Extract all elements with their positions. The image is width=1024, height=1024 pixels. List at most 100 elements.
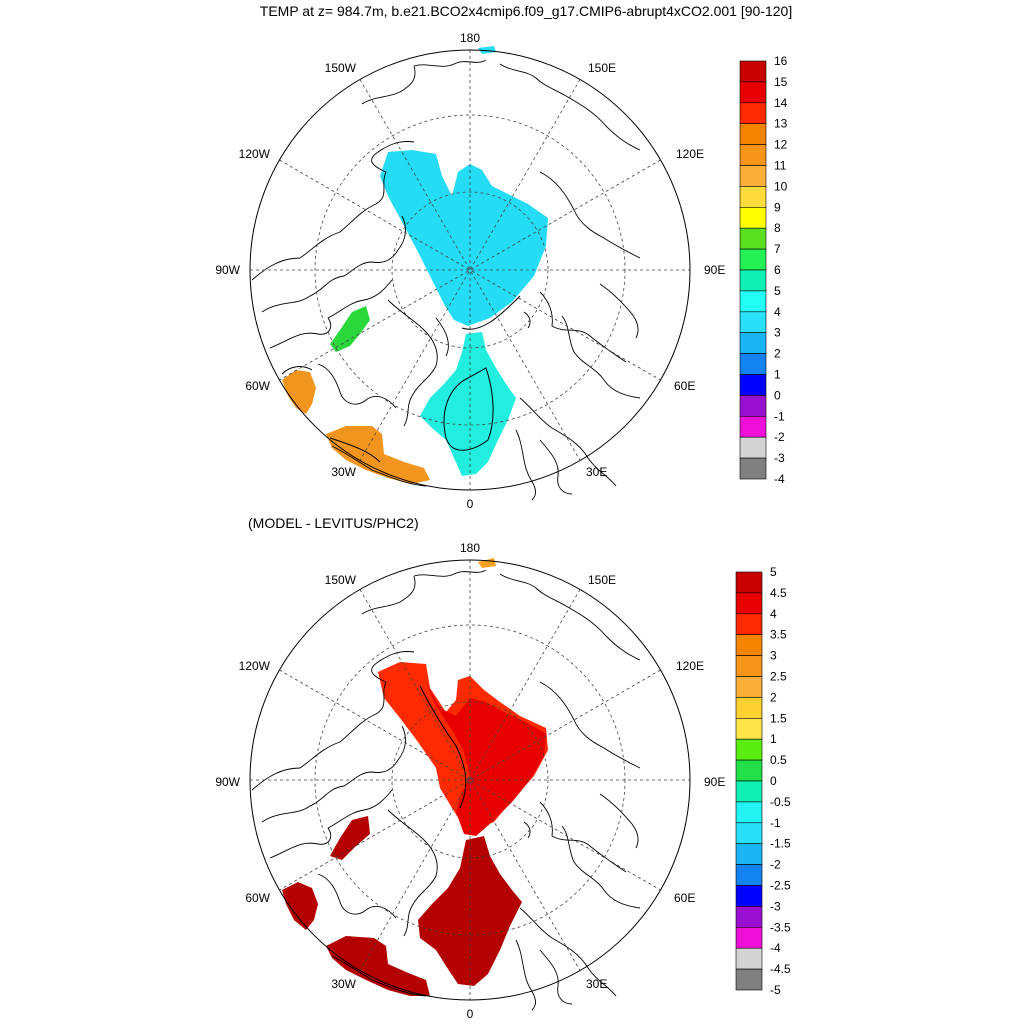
colorbar-swatch <box>735 864 763 886</box>
colorbar-swatch <box>739 353 767 375</box>
colorbar-tick-label: 3 <box>774 326 781 340</box>
colorbar-tick-label: -4.5 <box>770 962 791 976</box>
colorbar-swatch <box>735 801 763 824</box>
colorbar-tick-label: 16 <box>774 54 788 68</box>
colorbar-tick-label: -2 <box>770 858 781 872</box>
lon-label-120w: 120W <box>239 659 271 673</box>
isotherm-line <box>329 437 381 463</box>
colorbar-tick-label: 1 <box>774 368 781 382</box>
colorbar-tick-label: 11 <box>774 159 787 173</box>
colorbar-tick-label: 6 <box>774 263 781 277</box>
colorbar-tick-label: -1 <box>770 816 781 830</box>
colorbar-swatch <box>739 415 767 438</box>
colorbar-swatch <box>739 60 767 83</box>
colorbar-swatch <box>735 843 763 865</box>
colorbar-tick-label: -2 <box>774 430 785 444</box>
map-boundary <box>249 49 691 491</box>
colorbar-swatch <box>735 717 763 740</box>
colorbar-tick-label: -3 <box>770 899 781 913</box>
colorbar-swatch <box>739 207 767 229</box>
colorbar-tick-label: -4 <box>774 472 785 486</box>
isotherm-line <box>461 295 521 330</box>
lon-label-150e: 150E <box>588 61 616 75</box>
colorbar-swatch <box>739 81 767 104</box>
bering-strait-fill <box>478 558 496 568</box>
map-graticule <box>250 50 690 490</box>
colorbar-swatch <box>735 634 763 656</box>
colorbar-swatch <box>739 395 767 417</box>
colorbar-swatch <box>735 592 763 615</box>
colorbar-tick-label: -1.5 <box>770 837 791 851</box>
colorbar-swatch <box>739 436 767 459</box>
temperature-fill <box>282 46 548 484</box>
colorbar-tick-label: 12 <box>774 138 788 152</box>
north-atlantic-fill <box>326 936 430 996</box>
eurasian-nordic-fill <box>420 332 516 476</box>
north-atlantic-fill <box>326 426 430 484</box>
map-graticule <box>250 560 690 1000</box>
colorbar-swatch <box>735 885 763 907</box>
colorbar-tick-label: -4 <box>770 941 781 955</box>
colorbar-swatch <box>739 269 767 292</box>
colorbar-tick-label: -2.5 <box>770 879 791 893</box>
coastlines <box>251 59 641 501</box>
colorbar-tick-label: 9 <box>774 200 781 214</box>
lon-label-0: 0 <box>467 1007 474 1021</box>
lon-label-0: 0 <box>467 497 474 511</box>
colorbar-tick-label: 8 <box>774 221 781 235</box>
lon-label-60w: 60W <box>245 379 270 393</box>
colorbar-swatch <box>735 571 763 594</box>
colorbar-tick-label: 4 <box>774 305 781 319</box>
colorbar-swatch <box>735 947 763 970</box>
colorbar-swatch <box>735 822 763 844</box>
colorbar-swatch <box>735 968 763 991</box>
colorbar-tick-label: 14 <box>774 96 788 110</box>
colorbar-swatch <box>739 248 767 271</box>
colorbar-tick-label: 4 <box>770 607 777 621</box>
lon-label-180: 180 <box>460 31 480 45</box>
difference-colorbar: 5 4.5 4 3.5 3 2.5 2 1.5 1 0.5 0 -0.5 -1 -1.5 -2 -2.5 -3 -… <box>735 565 791 997</box>
colorbar-swatch <box>735 738 763 761</box>
bering-strait-fill <box>478 46 496 54</box>
colorbar-swatch <box>735 697 763 719</box>
colorbar-swatch <box>735 676 763 698</box>
colorbar-swatch <box>735 906 763 928</box>
colorbar-tick-label: 10 <box>774 179 788 193</box>
colorbar-swatch <box>739 186 767 208</box>
lon-label-90w: 90W <box>215 775 240 789</box>
isotherm-line <box>443 367 494 451</box>
colorbar-swatch <box>735 655 763 677</box>
colorbar-swatch <box>739 123 767 145</box>
colorbar-swatch <box>739 332 767 354</box>
difference-contour <box>419 685 467 809</box>
colorbar-tick-label: 1 <box>770 732 777 746</box>
colorbar-tick-label: 3.5 <box>770 628 787 642</box>
lon-label-120w: 120W <box>239 147 271 161</box>
colorbar-swatch <box>735 780 763 803</box>
lon-label-60e: 60E <box>674 379 695 393</box>
coastlines <box>251 569 641 1011</box>
colorbar-swatch <box>739 290 767 313</box>
colorbar-tick-label: 0 <box>774 388 781 402</box>
lon-label-120e: 120E <box>676 659 704 673</box>
lon-label-120e: 120E <box>676 147 704 161</box>
canadian-archipelago-fill <box>330 816 370 860</box>
labrador-sea-fill <box>282 370 316 414</box>
model-minus-levitus-map: 180 150E 120E 90E 60E 30E 0 30W 60W 90W … <box>215 541 791 1021</box>
lon-label-180: 180 <box>460 541 480 555</box>
lon-label-30w: 30W <box>331 977 356 991</box>
lon-label-150w: 150W <box>325 61 357 75</box>
colorbar-tick-label: -1 <box>774 409 785 423</box>
colorbar-swatch <box>735 926 763 949</box>
figure-title: TEMP at z= 984.7m, b.e21.BCO2x4cmip6.f09… <box>260 3 792 19</box>
lon-label-60e: 60E <box>674 891 695 905</box>
lon-label-30e: 30E <box>586 465 607 479</box>
colorbar-tick-label: 0 <box>770 774 777 788</box>
map-boundary <box>249 559 691 1001</box>
colorbar-swatch <box>739 165 767 187</box>
lon-label-60w: 60W <box>245 891 270 905</box>
colorbar-swatch <box>739 374 767 396</box>
lon-label-90e: 90E <box>704 263 725 277</box>
